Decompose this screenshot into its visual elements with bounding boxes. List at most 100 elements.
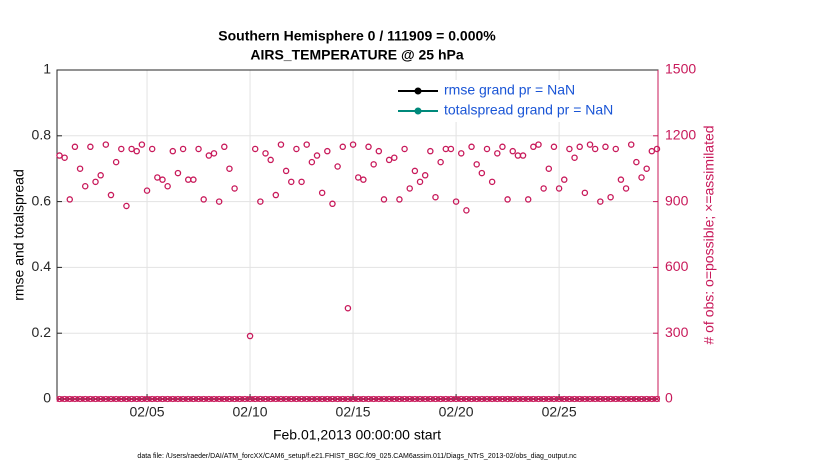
obs-possible bbox=[370, 161, 377, 168]
obs-possible bbox=[87, 143, 94, 151]
obs-possible bbox=[633, 158, 640, 166]
obs-possible bbox=[540, 185, 547, 192]
obs-possible bbox=[504, 196, 511, 203]
obs-possible bbox=[499, 143, 506, 151]
y2-tick-label: 1200 bbox=[665, 127, 696, 143]
x-tick-label: 02/25 bbox=[542, 404, 577, 420]
obs-possible bbox=[653, 145, 661, 153]
y2-tick-label: 600 bbox=[665, 258, 689, 274]
y-axis-label: rmse and totalspread bbox=[11, 169, 27, 301]
obs-possible bbox=[288, 178, 295, 186]
obs-possible bbox=[473, 161, 480, 168]
obs-possible bbox=[447, 145, 455, 153]
obs-possible bbox=[524, 196, 532, 203]
obs-possible bbox=[349, 141, 357, 148]
obs-possible bbox=[308, 158, 316, 166]
obs-possible bbox=[432, 193, 439, 201]
obs-possible bbox=[251, 145, 259, 153]
y-tick-label: 1 bbox=[43, 61, 51, 77]
y2-axis-label: # of obs: o=possible; ×=assimilated bbox=[701, 125, 717, 344]
obs-possible bbox=[555, 185, 563, 192]
obs-possible bbox=[622, 185, 630, 192]
obs-possible bbox=[612, 145, 620, 153]
obs-possible bbox=[267, 156, 274, 164]
obs-possible bbox=[586, 141, 594, 148]
y2-tick-label: 300 bbox=[665, 324, 689, 340]
chart-subtitle: AIRS_TEMPERATURE @ 25 hPa bbox=[250, 47, 464, 63]
y-tick-label: 0.8 bbox=[32, 127, 52, 143]
legend-label: totalspread grand pr = NaN bbox=[444, 102, 613, 118]
obs-possible bbox=[550, 143, 558, 151]
obs-possible bbox=[200, 196, 207, 203]
obs-possible bbox=[360, 176, 367, 183]
x-tick-label: 02/15 bbox=[336, 404, 371, 420]
obs-possible bbox=[354, 174, 362, 181]
obs-possible bbox=[298, 178, 305, 186]
chart-title: Southern Hemisphere 0 / 111909 = 0.000% bbox=[218, 28, 496, 44]
obs-possible bbox=[226, 165, 233, 172]
obs-possible bbox=[591, 145, 599, 153]
legend-label: rmse grand pr = NaN bbox=[444, 82, 575, 98]
x-tick-label: 02/05 bbox=[130, 404, 165, 420]
obs-possible bbox=[61, 154, 68, 161]
obs-possible bbox=[396, 196, 403, 203]
obs-possible bbox=[107, 191, 115, 199]
x-tick-label: 02/10 bbox=[233, 404, 268, 420]
obs-possible bbox=[509, 147, 516, 155]
obs-possible bbox=[494, 150, 501, 157]
obs-possible bbox=[210, 150, 218, 157]
obs-possible bbox=[581, 189, 589, 197]
obs-possible bbox=[380, 196, 388, 203]
obs-possible bbox=[97, 172, 104, 179]
obs-possible bbox=[411, 167, 419, 175]
obs-possible bbox=[334, 163, 341, 170]
legend-marker bbox=[414, 107, 422, 115]
obs-possible bbox=[154, 174, 161, 181]
obs-possible bbox=[627, 141, 635, 148]
obs-possible bbox=[571, 154, 578, 161]
y-tick-label: 0 bbox=[43, 390, 51, 406]
obs-possible bbox=[437, 158, 444, 166]
obs-possible bbox=[530, 143, 537, 151]
obs-possible bbox=[221, 143, 228, 151]
obs-possible bbox=[246, 332, 254, 340]
obs-possible bbox=[102, 141, 110, 148]
obs-possible bbox=[81, 182, 89, 190]
obs-possible bbox=[406, 185, 413, 192]
footnote: data file: /Users/raeder/DAI/ATM_forcXX/… bbox=[137, 453, 577, 460]
obs-possible bbox=[468, 143, 475, 151]
obs-possible bbox=[566, 145, 573, 153]
obs-possible bbox=[159, 176, 166, 183]
plot-area bbox=[57, 70, 658, 399]
obs-possible bbox=[344, 304, 352, 312]
obs-possible bbox=[648, 147, 656, 155]
obs-possible bbox=[488, 178, 496, 186]
obs-possible bbox=[195, 145, 202, 153]
obs-possible bbox=[607, 193, 614, 201]
obs-possible bbox=[375, 147, 383, 155]
obs-possible bbox=[190, 176, 197, 183]
obs-possible bbox=[215, 198, 223, 205]
obs-possible bbox=[169, 147, 177, 155]
obs-possible bbox=[138, 141, 146, 148]
obs-possible bbox=[123, 202, 130, 210]
obs-possible bbox=[257, 198, 264, 205]
obs-possible bbox=[427, 147, 434, 155]
obs-possible bbox=[231, 185, 238, 192]
y2-tick-label: 0 bbox=[665, 390, 673, 406]
obs-possible bbox=[324, 147, 331, 155]
obs-possible bbox=[463, 207, 470, 214]
obs-possible bbox=[313, 152, 321, 159]
obs-possible bbox=[452, 198, 460, 205]
obs-possible bbox=[519, 152, 527, 159]
y-tick-label: 0.6 bbox=[32, 192, 52, 208]
obs-possible bbox=[329, 200, 336, 208]
obs-possible bbox=[339, 143, 347, 151]
obs-possible bbox=[143, 187, 151, 194]
legend-marker bbox=[414, 87, 422, 95]
obs-possible bbox=[561, 176, 568, 183]
obs-possible bbox=[262, 150, 269, 157]
obs-possible bbox=[545, 165, 553, 172]
obs-possible bbox=[401, 145, 408, 153]
